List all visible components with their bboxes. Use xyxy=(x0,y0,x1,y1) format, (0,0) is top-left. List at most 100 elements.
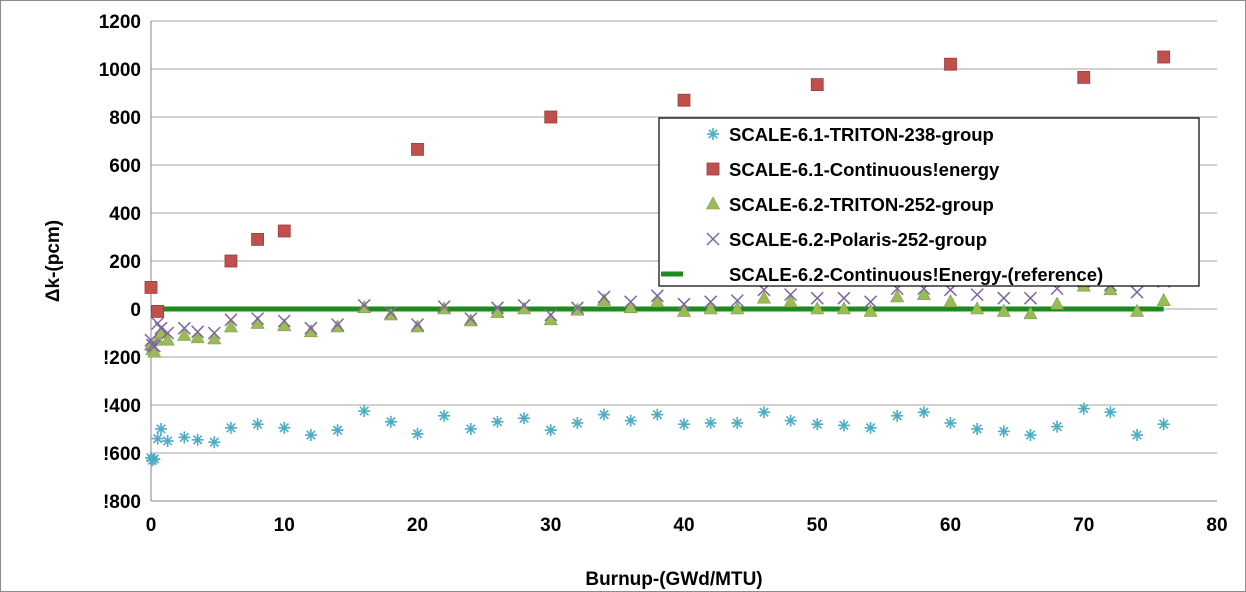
data-point-triangle xyxy=(623,300,638,314)
data-point-asterisk xyxy=(304,429,317,441)
legend-item: SCALE-6.2-Continuous!Energy-(reference) xyxy=(661,264,1103,285)
data-point-asterisk xyxy=(438,409,451,422)
data-point-x xyxy=(837,291,851,305)
data-point-x xyxy=(161,326,175,340)
legend-swatch xyxy=(706,232,720,246)
x-tick-label: 50 xyxy=(807,515,828,536)
x-tick-label: 40 xyxy=(673,515,694,536)
data-point-triangle xyxy=(177,327,192,341)
data-point-asterisk xyxy=(811,418,824,431)
data-point-asterisk xyxy=(278,421,291,434)
data-point-triangle xyxy=(943,294,958,308)
data-point-triangle xyxy=(836,301,851,315)
data-point-asterisk xyxy=(1157,418,1170,431)
data-point-triangle xyxy=(437,301,452,315)
data-point-square xyxy=(810,78,824,91)
data-point-x xyxy=(677,297,691,311)
x-tick-label: 80 xyxy=(1206,515,1227,536)
data-point-triangle xyxy=(810,301,825,315)
legend-swatch xyxy=(705,196,721,210)
y-tick-label: 200 xyxy=(109,252,141,273)
data-point-asterisk xyxy=(208,436,221,449)
data-point-asterisk xyxy=(571,417,584,429)
x-tick-label: 60 xyxy=(940,515,961,536)
x-axis-title: Burnup-(GWd/MTU) xyxy=(585,569,762,590)
data-point-triangle xyxy=(463,313,478,327)
data-point-triangle xyxy=(1050,296,1065,310)
data-point-triangle xyxy=(916,286,931,300)
data-points xyxy=(143,50,1171,467)
data-point-asterisk xyxy=(624,414,637,427)
data-point-x xyxy=(544,308,558,322)
data-point-triangle xyxy=(597,292,612,306)
legend-label: SCALE-6.2-TRITON-252-group xyxy=(729,194,994,215)
legend-box xyxy=(658,117,1200,287)
data-point-x xyxy=(357,298,371,312)
data-point-triangle xyxy=(303,324,318,338)
data-point-asterisk xyxy=(997,425,1010,438)
data-point-square xyxy=(944,57,957,71)
data-point-triangle xyxy=(1023,306,1038,320)
data-point-x xyxy=(624,295,638,309)
y-tick-label: 400 xyxy=(109,204,141,225)
data-point-x xyxy=(384,306,398,320)
legend-label: SCALE-6.2-Continuous!Energy-(reference) xyxy=(729,264,1103,285)
data-point-x xyxy=(464,312,478,326)
data-point-triangle xyxy=(650,294,665,308)
data-point-triangle xyxy=(357,300,372,314)
data-point-asterisk xyxy=(251,418,264,431)
data-point-asterisk xyxy=(944,417,957,429)
x-tick-label: 70 xyxy=(1073,515,1094,536)
data-point-asterisk xyxy=(757,406,770,419)
data-point-triangle xyxy=(890,289,905,303)
y-tick-label: !400 xyxy=(103,396,141,417)
legend-label: SCALE-6.1-Continuous!energy xyxy=(729,159,1000,180)
data-point-square xyxy=(277,224,291,238)
data-point-x xyxy=(251,312,265,326)
y-tick-label: !800 xyxy=(103,492,141,513)
data-point-square xyxy=(151,304,165,318)
data-point-x xyxy=(304,321,318,335)
data-point-x xyxy=(997,291,1011,305)
data-point-triangle xyxy=(190,330,205,344)
x-tick-label: 0 xyxy=(146,515,157,536)
data-point-x xyxy=(1023,291,1037,305)
data-point-x xyxy=(784,288,798,302)
legend-label: SCALE-6.2-Polaris-252-group xyxy=(729,229,987,250)
y-tick-label: 800 xyxy=(109,108,141,129)
data-point-asterisk xyxy=(1104,406,1117,419)
data-point-asterisk xyxy=(917,406,930,419)
data-point-triangle xyxy=(160,332,175,346)
y-tick-label: !600 xyxy=(103,444,141,465)
legend-item: SCALE-6.1-TRITON-238-group xyxy=(707,124,994,145)
y-axis-title: Δk-(pcm) xyxy=(43,220,64,302)
data-point-triangle xyxy=(863,303,878,317)
data-point-triangle xyxy=(223,319,238,333)
data-point-asterisk xyxy=(971,423,984,435)
data-point-triangle xyxy=(783,294,798,308)
data-point-asterisk xyxy=(731,417,744,429)
data-point-x xyxy=(177,321,191,335)
data-point-square xyxy=(411,142,424,156)
data-point-x xyxy=(331,318,345,332)
data-point-asterisk xyxy=(384,415,397,428)
data-point-triangle xyxy=(207,331,222,345)
y-tick-label: !200 xyxy=(103,348,141,369)
legend-item: SCALE-6.2-Polaris-252-group xyxy=(706,229,987,250)
data-point-asterisk xyxy=(358,405,371,417)
data-point-x xyxy=(490,301,504,315)
data-point-triangle xyxy=(996,303,1011,317)
x-tick-label: 10 xyxy=(274,515,295,536)
data-point-square xyxy=(1157,50,1171,64)
data-point-triangle xyxy=(383,307,398,321)
data-point-square xyxy=(144,280,158,294)
data-point-asterisk xyxy=(864,421,877,434)
data-point-triangle xyxy=(570,302,585,316)
data-point-asterisk xyxy=(191,433,204,446)
data-point-asterisk xyxy=(1051,420,1064,433)
data-point-x xyxy=(207,326,221,340)
y-tick-label: 600 xyxy=(109,156,141,177)
legend-item: SCALE-6.2-TRITON-252-group xyxy=(705,194,994,215)
data-point-x xyxy=(597,290,611,304)
